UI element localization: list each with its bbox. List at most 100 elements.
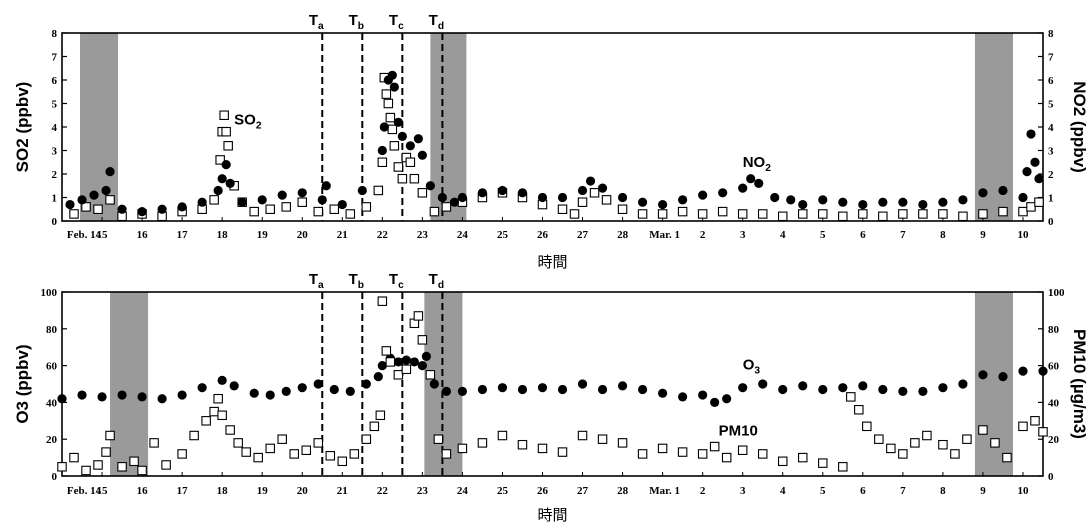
data-point xyxy=(219,110,229,121)
x-tick-label: 24 xyxy=(457,229,469,241)
x-tick-label: 5 xyxy=(820,229,826,241)
data-point xyxy=(217,174,227,184)
data-point xyxy=(177,390,187,400)
data-point xyxy=(389,82,399,92)
data-point xyxy=(657,443,668,454)
x-tick-label: 17 xyxy=(177,485,189,497)
data-point xyxy=(697,449,708,459)
data-point xyxy=(617,438,628,448)
series-annotation: SO2 xyxy=(234,112,262,132)
data-point xyxy=(998,206,1008,217)
data-point xyxy=(387,124,398,135)
shaded-band xyxy=(974,292,1013,476)
data-point xyxy=(401,364,412,375)
data-point xyxy=(557,192,568,203)
data-point xyxy=(862,421,872,432)
data-point xyxy=(301,445,311,455)
data-point xyxy=(886,443,896,454)
data-point xyxy=(589,188,600,198)
data-point xyxy=(345,386,355,396)
x-tick-label: 28 xyxy=(617,485,629,497)
data-point xyxy=(429,206,440,217)
x-tick-label: 9 xyxy=(980,485,986,497)
data-point xyxy=(1026,202,1036,212)
data-point xyxy=(898,197,908,207)
x-tick-label: 15 xyxy=(97,485,109,497)
data-point xyxy=(577,430,588,441)
x-tick-label: Mar. 1 xyxy=(649,229,680,241)
data-point xyxy=(718,188,728,198)
x-tick-label: 7 xyxy=(900,229,906,241)
data-point xyxy=(81,202,91,212)
data-point xyxy=(233,438,243,448)
data-point xyxy=(637,197,648,207)
y-tick-label: 4 xyxy=(52,122,58,134)
event-label: Tb xyxy=(349,12,364,32)
x-tick-label: 22 xyxy=(377,485,389,497)
data-point xyxy=(277,434,287,444)
data-point xyxy=(537,192,548,203)
data-point xyxy=(93,460,103,470)
data-point xyxy=(81,465,91,476)
data-point xyxy=(477,438,488,448)
data-point xyxy=(201,416,211,426)
data-point xyxy=(213,393,223,404)
data-point xyxy=(657,209,668,219)
data-point xyxy=(189,430,199,441)
data-point xyxy=(658,199,668,210)
data-point xyxy=(1018,421,1028,432)
data-point xyxy=(758,379,768,389)
data-point xyxy=(978,425,988,435)
data-point xyxy=(617,192,628,203)
x-tick-label: 16 xyxy=(137,485,149,497)
data-point xyxy=(417,150,427,160)
y-tick-label-right: 5 xyxy=(1048,99,1054,111)
data-point xyxy=(777,211,788,222)
y-tick-label: 3 xyxy=(52,146,58,158)
data-point xyxy=(1034,174,1044,184)
series-so2 xyxy=(69,72,1044,222)
y-tick-label: 6 xyxy=(52,75,58,87)
data-point xyxy=(369,421,380,432)
series-annotation: NO2 xyxy=(743,154,772,174)
data-point xyxy=(597,183,608,193)
data-point xyxy=(177,202,187,212)
data-point xyxy=(253,452,263,463)
data-point xyxy=(417,335,428,345)
data-point xyxy=(990,438,1000,448)
data-point xyxy=(379,122,389,132)
data-point xyxy=(237,197,247,207)
data-point xyxy=(373,185,384,196)
data-point xyxy=(838,211,848,222)
data-point xyxy=(978,370,988,380)
data-point xyxy=(69,452,79,463)
data-point xyxy=(1022,167,1032,177)
x-tick-label: 25 xyxy=(497,485,509,497)
event-label: Tc xyxy=(389,271,404,291)
x-tick-label: Mar. 1 xyxy=(649,485,680,497)
data-point xyxy=(297,188,307,198)
data-point xyxy=(381,89,392,99)
data-point xyxy=(393,117,403,127)
data-point xyxy=(958,379,968,389)
data-point xyxy=(477,188,488,198)
data-point xyxy=(277,190,287,200)
data-point xyxy=(878,197,888,207)
x-tick-label: 4 xyxy=(780,485,786,497)
data-point xyxy=(229,381,239,391)
data-point xyxy=(361,202,372,212)
series-annotation: PM10 xyxy=(719,423,758,440)
y-tick-label-right: 0 xyxy=(1048,471,1054,483)
x-tick-label: 27 xyxy=(577,229,589,241)
data-point xyxy=(698,390,708,400)
data-point xyxy=(898,386,908,396)
data-point xyxy=(157,204,167,214)
data-point xyxy=(213,185,223,196)
data-point xyxy=(1002,452,1012,463)
y-tick-label-right: 80 xyxy=(1048,324,1060,336)
x-tick-label: 3 xyxy=(740,229,746,241)
data-point xyxy=(361,434,372,444)
data-point xyxy=(281,386,291,396)
data-point xyxy=(383,98,394,109)
